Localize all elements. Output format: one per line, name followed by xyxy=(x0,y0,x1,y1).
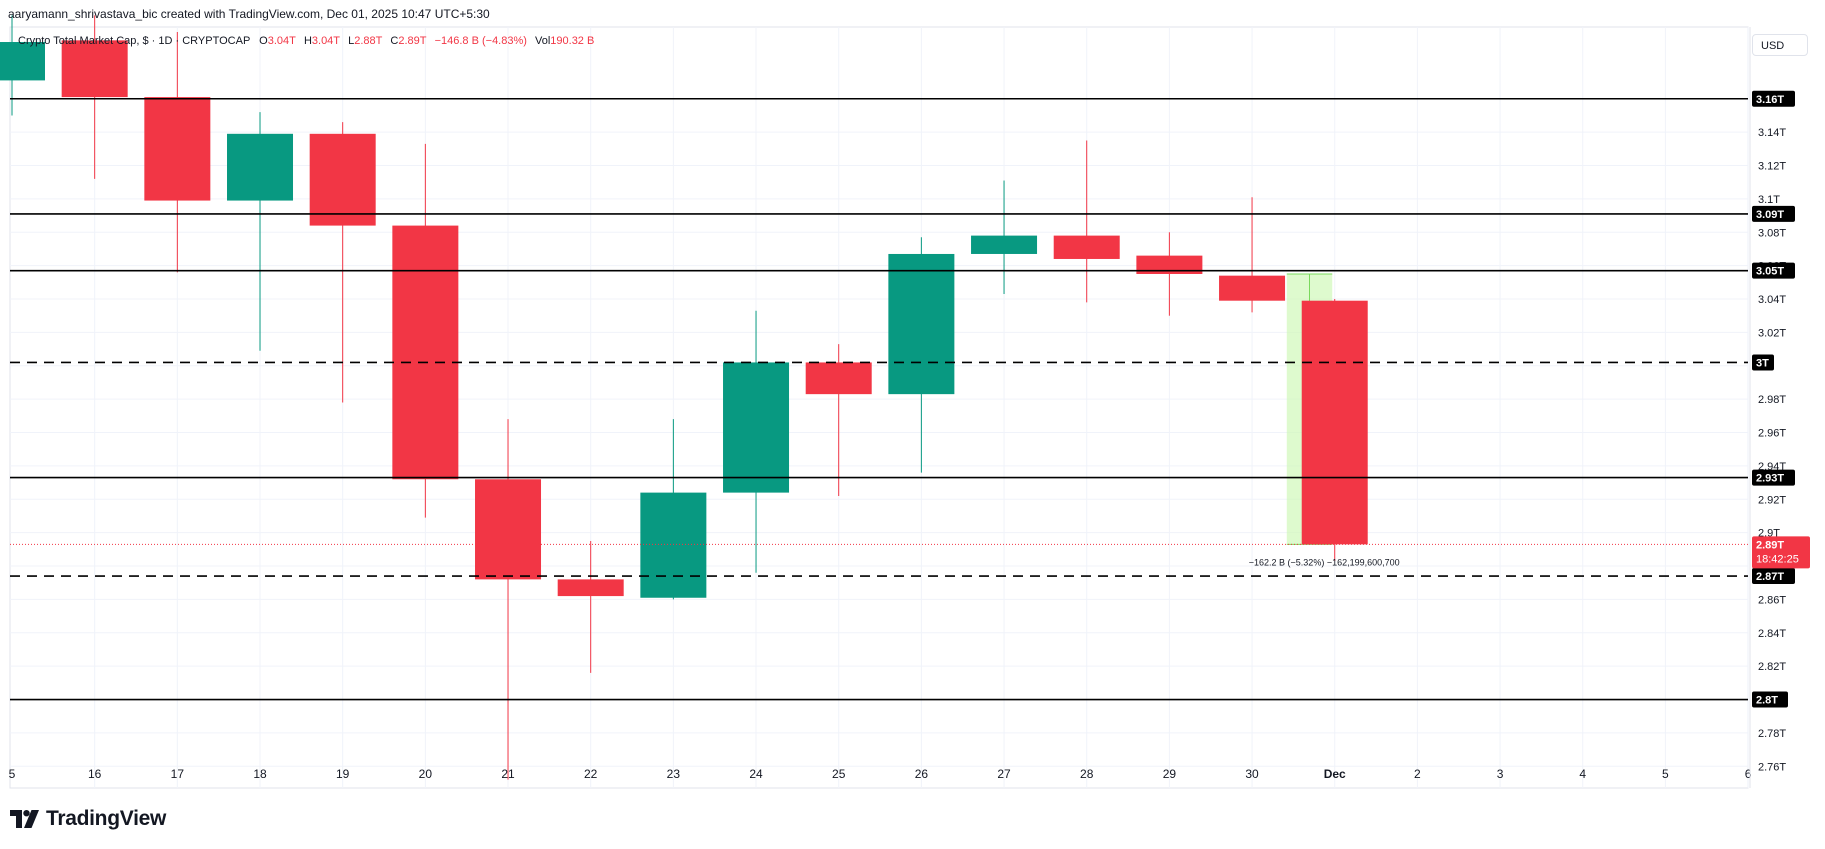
x-tick-label: 4 xyxy=(1579,767,1586,781)
x-tick-label: 24 xyxy=(749,767,763,781)
x-tick-label: 27 xyxy=(997,767,1011,781)
measure-label: −162.2 B (−5.32%) −162,199,600,700 xyxy=(1249,557,1400,567)
x-tick-label: 18 xyxy=(253,767,267,781)
attribution-text: aaryamann_shrivastava_bic created with T… xyxy=(8,7,490,21)
close-label: C xyxy=(390,35,399,47)
x-tick-label: 23 xyxy=(667,767,681,781)
level-price-tag xyxy=(1752,90,1795,107)
last-price-tag xyxy=(1752,536,1810,569)
x-tick-label: 5 xyxy=(1662,767,1669,781)
tradingview-logo[interactable]: TradingView xyxy=(10,807,166,831)
currency-button[interactable]: USD xyxy=(1752,34,1808,56)
candle-body[interactable] xyxy=(971,235,1038,254)
open-value: 3.04T xyxy=(267,35,296,47)
level-price-label: 3.09T xyxy=(1756,209,1784,221)
y-tick-label: 3.08T xyxy=(1758,227,1786,239)
x-tick-label: 2 xyxy=(1414,767,1421,781)
level-price-label: 3T xyxy=(1756,357,1769,369)
high-value: 3.04T xyxy=(311,35,341,47)
x-tick-label: 3 xyxy=(1497,767,1504,781)
x-tick-label: 30 xyxy=(1245,767,1259,781)
tradingview-logo-icon xyxy=(10,810,39,828)
level-price-label: 3.05T xyxy=(1756,266,1784,278)
change-value: −146.8 B (−4.83%) xyxy=(434,35,527,47)
level-price-label: 2.87T xyxy=(1756,571,1784,583)
level-price-tag xyxy=(1752,691,1788,708)
candle-body[interactable] xyxy=(0,42,45,81)
last-price-label: 2.89T xyxy=(1756,539,1784,551)
x-tick-label: 26 xyxy=(915,767,929,781)
level-price-tag xyxy=(1752,568,1795,585)
candle-body[interactable] xyxy=(1136,255,1203,274)
y-tick-label: 2.96T xyxy=(1758,428,1786,440)
y-tick-label: 3.1T xyxy=(1758,194,1780,206)
x-tick-label: 5 xyxy=(9,767,16,781)
candle-body[interactable] xyxy=(888,253,955,395)
volume-label: Vol xyxy=(534,35,551,47)
level-price-tag xyxy=(1752,354,1774,371)
x-tick-label: 6 xyxy=(1745,767,1752,781)
x-tick-label: 28 xyxy=(1080,767,1094,781)
level-price-tag xyxy=(1752,205,1795,222)
x-tick-label: 29 xyxy=(1163,767,1177,781)
x-tick-label: 22 xyxy=(584,767,598,781)
level-price-label: 3.16T xyxy=(1756,94,1784,106)
symbol-label[interactable]: Crypto Total Market Cap, $ · 1D · CRYPTO… xyxy=(18,35,251,47)
x-tick-label: 16 xyxy=(88,767,102,781)
level-price-label: 2.8T xyxy=(1756,695,1778,707)
y-tick-label: 2.82T xyxy=(1758,661,1786,673)
candle-body[interactable] xyxy=(475,479,542,580)
x-tick-label: 25 xyxy=(832,767,846,781)
x-tick-label: 19 xyxy=(336,767,350,781)
brand-name: TradingView xyxy=(46,807,167,830)
candle-body[interactable] xyxy=(1219,275,1286,301)
candle-body[interactable] xyxy=(392,225,459,480)
x-tick-label: 17 xyxy=(171,767,185,781)
ohlc-legend: Crypto Total Market Cap, $ · 1D · CRYPTO… xyxy=(18,35,599,47)
candle-body[interactable] xyxy=(144,97,211,201)
low-value: 2.88T xyxy=(354,35,383,47)
candle-body[interactable] xyxy=(1053,235,1120,259)
y-tick-label: 2.98T xyxy=(1758,394,1786,406)
open-label: O xyxy=(259,35,268,47)
y-tick-label: 2.86T xyxy=(1758,594,1786,606)
candle-body[interactable] xyxy=(723,362,790,493)
x-tick-label: 20 xyxy=(419,767,433,781)
low-label: L xyxy=(348,35,355,47)
countdown-label: 18:42:25 xyxy=(1756,553,1799,565)
y-tick-label: 3.12T xyxy=(1758,161,1786,173)
level-price-label: 2.93T xyxy=(1756,473,1784,485)
y-tick-label: 2.92T xyxy=(1758,494,1786,506)
y-tick-label: 3.14T xyxy=(1758,127,1786,139)
y-tick-label: 3.02T xyxy=(1758,327,1786,339)
high-label: H xyxy=(303,35,312,47)
close-value: 2.89T xyxy=(398,35,427,47)
y-tick-label: 2.84T xyxy=(1758,628,1786,640)
candle-body[interactable] xyxy=(309,133,376,226)
candle-body[interactable] xyxy=(557,579,624,597)
x-tick-label: Dec xyxy=(1324,767,1346,781)
candle-body[interactable] xyxy=(61,40,128,98)
candle-body[interactable] xyxy=(227,133,294,201)
plot-frame xyxy=(9,26,1749,789)
candle-body[interactable] xyxy=(1301,300,1368,545)
y-tick-label: 2.76T xyxy=(1758,761,1786,773)
candle-body[interactable] xyxy=(640,492,707,598)
level-price-tag xyxy=(1752,262,1795,279)
volume-value: 190.32 B xyxy=(550,35,595,47)
y-tick-label: 2.78T xyxy=(1758,728,1786,740)
candle-body[interactable] xyxy=(805,362,872,395)
level-price-tag xyxy=(1752,469,1795,486)
y-tick-label: 3.04T xyxy=(1758,294,1786,306)
